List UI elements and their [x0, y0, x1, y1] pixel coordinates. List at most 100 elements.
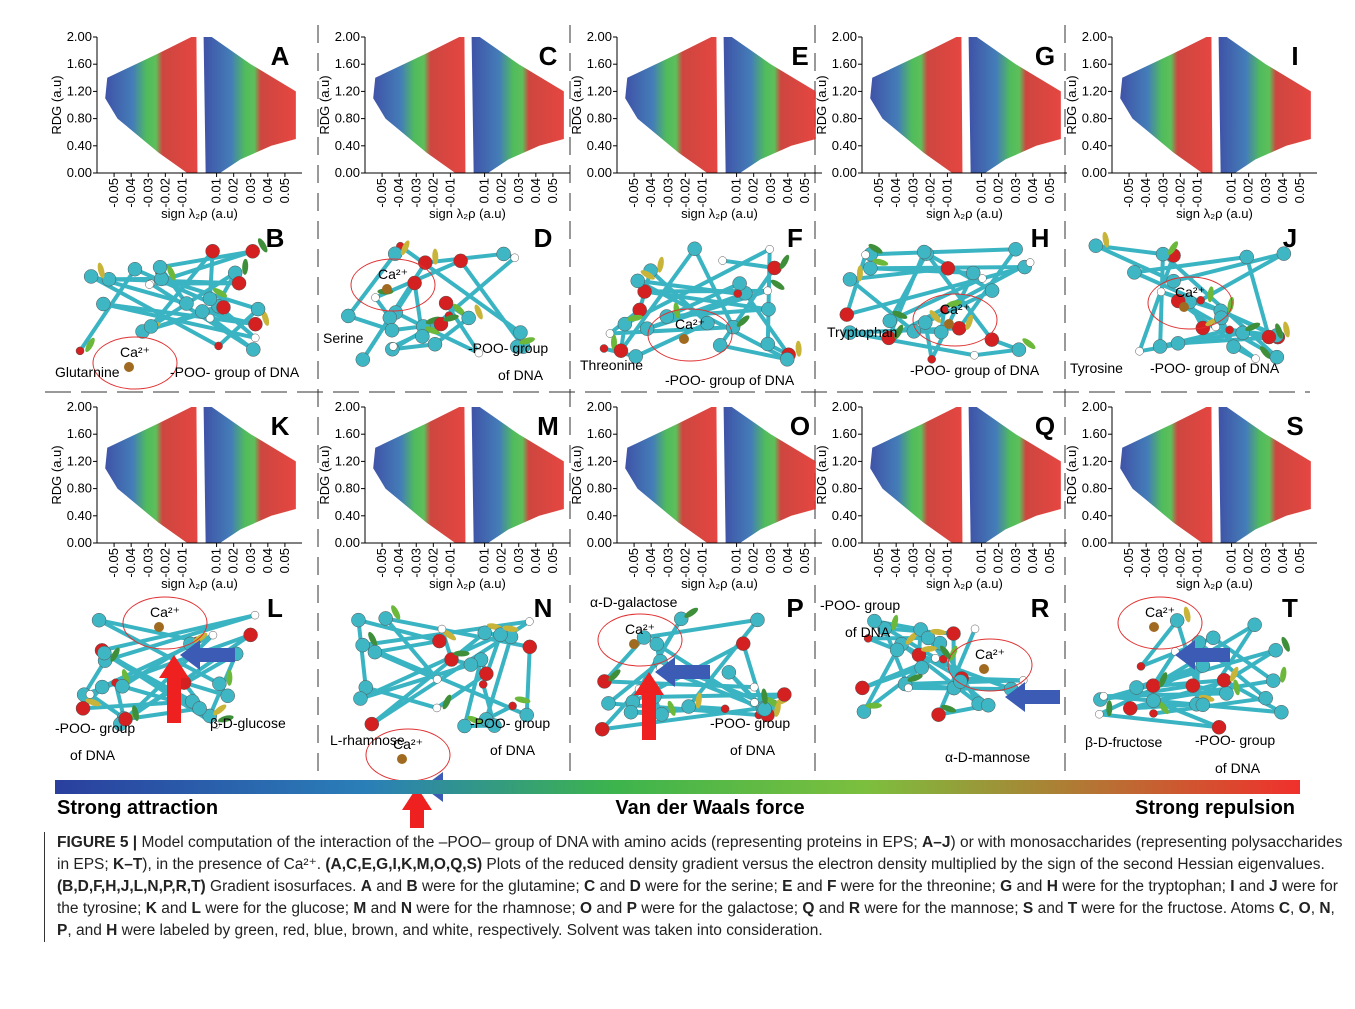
- isosurface: [226, 669, 233, 686]
- bond: [374, 650, 439, 682]
- panel-label: L: [267, 593, 283, 623]
- bond: [1137, 254, 1176, 352]
- caption-text: D: [629, 878, 641, 895]
- atom: [212, 676, 227, 691]
- x-tick-label: -0.03: [140, 548, 155, 578]
- atom: [94, 679, 110, 695]
- isosurface: [868, 243, 883, 254]
- arrow: [159, 655, 189, 723]
- x-tick-label: -0.05: [626, 548, 641, 578]
- atom: [750, 612, 765, 628]
- caption-text: were for the glutamine;: [417, 878, 584, 895]
- y-tick-label: 0.00: [1082, 535, 1107, 550]
- bond: [849, 330, 975, 358]
- isosurface: [368, 631, 378, 647]
- atom: [508, 701, 517, 711]
- caption-text: Model computation of the interaction of …: [137, 834, 923, 851]
- x-tick-label: 0.04: [1275, 178, 1290, 203]
- annotation: of DNA: [498, 367, 544, 383]
- y-tick-label: 0.80: [1082, 111, 1107, 126]
- atom: [97, 645, 112, 661]
- atom: [863, 634, 873, 643]
- ion: [979, 664, 989, 674]
- atom: [978, 274, 987, 283]
- bond: [98, 618, 221, 686]
- atom: [75, 346, 85, 356]
- atom: [1129, 680, 1144, 695]
- atom: [767, 260, 782, 276]
- annotation: of DNA: [70, 747, 116, 763]
- atom: [432, 703, 442, 713]
- panel-label: R: [1031, 593, 1050, 623]
- atom: [1247, 617, 1262, 633]
- bond: [604, 679, 755, 690]
- x-tick-label: -0.05: [871, 178, 886, 208]
- x-tick-label: 0.01: [974, 178, 989, 203]
- x-tick-label: -0.04: [1138, 178, 1153, 208]
- x-tick-label: 0.01: [477, 178, 492, 203]
- atom: [211, 720, 221, 730]
- caption-text: and: [1033, 900, 1068, 917]
- x-axis-label: sign λ₂ρ (a.u): [681, 206, 758, 221]
- isosurface: [261, 310, 270, 326]
- y-tick-label: 0.00: [587, 535, 612, 550]
- panel-label: H: [1031, 223, 1050, 253]
- atom: [101, 271, 117, 287]
- caption-text: ,: [1290, 900, 1299, 917]
- y-tick-label: 1.60: [67, 426, 92, 441]
- bond: [974, 347, 1020, 358]
- annotation: α-D-galactose: [590, 594, 678, 610]
- caption-text: O: [580, 900, 593, 917]
- isosurface: [452, 303, 466, 316]
- y-tick-label: 0.40: [335, 138, 360, 153]
- bond: [1099, 712, 1220, 730]
- scatter-cloud: [625, 37, 718, 173]
- annotation: -POO- group: [470, 715, 550, 731]
- y-tick-label: 1.20: [1082, 453, 1107, 468]
- atom: [205, 313, 215, 323]
- arrow: [655, 657, 710, 687]
- x-tick-label: 0.05: [797, 548, 812, 573]
- x-tick-label: 0.02: [226, 548, 241, 573]
- atom: [916, 244, 932, 260]
- x-tick-label: 0.05: [277, 548, 292, 573]
- x-tick-label: -0.05: [626, 178, 641, 208]
- colorbar-label: Strong attraction: [57, 797, 218, 819]
- x-tick-label: 0.01: [974, 548, 989, 573]
- atom: [733, 289, 743, 298]
- x-tick-label: -0.04: [391, 178, 406, 208]
- atom: [965, 265, 981, 281]
- annotation: -POO- group: [55, 720, 135, 736]
- isosurface: [85, 698, 101, 707]
- y-tick-label: 2.00: [1082, 29, 1107, 44]
- atom: [1214, 310, 1229, 326]
- y-tick-label: 0.80: [587, 481, 612, 496]
- caption-text: Gradient isosurfaces.: [205, 878, 361, 895]
- caption-text: (A,C,E,G,I,K,M,O,Q,S): [325, 856, 483, 873]
- y-tick-label: 0.80: [67, 111, 92, 126]
- x-tick-label: -0.02: [425, 548, 440, 578]
- caption-text: and: [1012, 878, 1047, 895]
- bond: [1244, 256, 1271, 338]
- x-tick-label: -0.01: [694, 548, 709, 578]
- x-tick-label: 0.04: [528, 178, 543, 203]
- isosurface: [1159, 672, 1168, 688]
- x-tick-label: 0.01: [729, 178, 744, 203]
- y-tick-label: 0.40: [67, 138, 92, 153]
- ion: [629, 639, 639, 649]
- ion-highlight: [912, 293, 998, 347]
- atom: [457, 718, 472, 734]
- atom: [513, 325, 528, 340]
- atom: [438, 295, 454, 311]
- panel-label: J: [1283, 223, 1297, 253]
- x-axis-label: sign λ₂ρ (a.u): [429, 576, 506, 591]
- bond: [741, 643, 765, 710]
- y-tick-label: 0.00: [67, 535, 92, 550]
- scatter-cloud: [723, 407, 816, 543]
- y-axis-label: RDG (a.u): [1064, 445, 1079, 504]
- isosurface: [667, 700, 676, 716]
- atom: [461, 310, 476, 326]
- y-tick-label: 2.00: [587, 399, 612, 414]
- caption-text: and: [595, 878, 630, 895]
